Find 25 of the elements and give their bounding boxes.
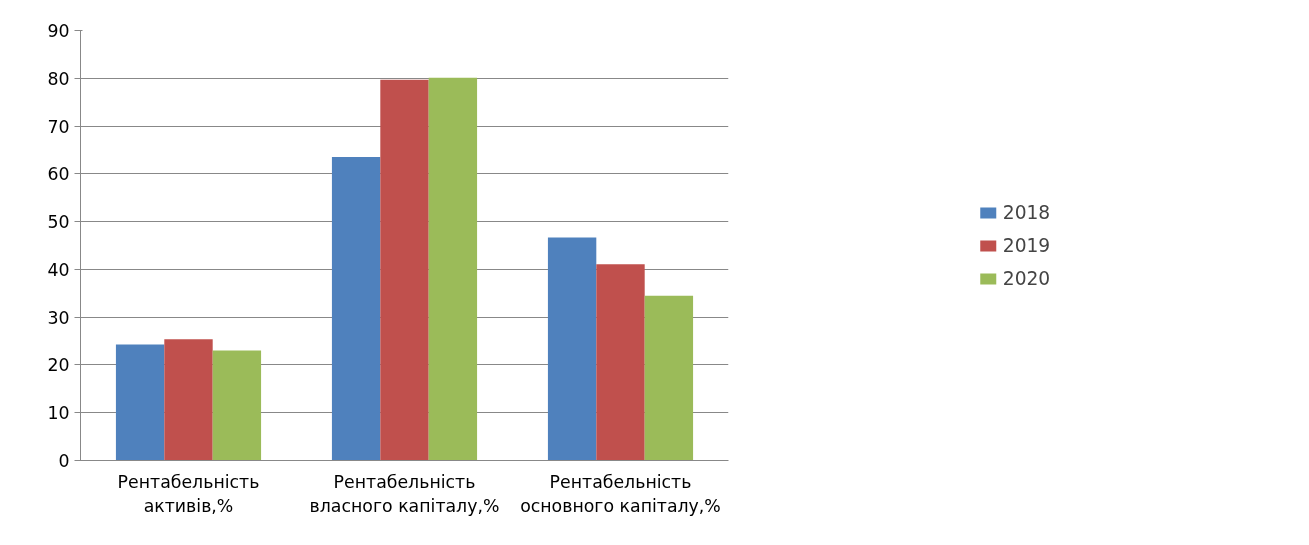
legend-label: 2019 bbox=[1002, 234, 1051, 256]
x-tick-label: Рентабельність власного капіталу,% bbox=[309, 471, 500, 516]
bar bbox=[644, 295, 694, 461]
y-tick-label: 0 bbox=[58, 451, 70, 471]
legend-label: 2020 bbox=[1002, 267, 1051, 289]
bar bbox=[547, 237, 597, 461]
legend-label: 2018 bbox=[1002, 201, 1051, 223]
y-tick-label: 80 bbox=[47, 68, 70, 89]
y-tick-label: 90 bbox=[47, 21, 70, 41]
y-tick-label: 20 bbox=[47, 355, 70, 376]
bar bbox=[164, 339, 213, 461]
bar bbox=[596, 264, 645, 461]
x-tick-label: Рентабельність основного капіталу,% bbox=[520, 471, 721, 516]
bar bbox=[331, 157, 381, 461]
y-tick-label: 50 bbox=[47, 212, 70, 233]
y-tick-label: 30 bbox=[47, 307, 70, 328]
bar bbox=[428, 77, 478, 461]
x-tick-label: Рентабельність активів,% bbox=[117, 471, 260, 516]
y-tick-label: 10 bbox=[47, 403, 70, 424]
bar bbox=[115, 344, 165, 461]
y-tick-label: 40 bbox=[47, 259, 70, 280]
y-tick-label: 70 bbox=[47, 116, 70, 137]
bar bbox=[380, 79, 429, 461]
bar bbox=[212, 350, 262, 461]
y-tick-label: 60 bbox=[47, 164, 70, 185]
